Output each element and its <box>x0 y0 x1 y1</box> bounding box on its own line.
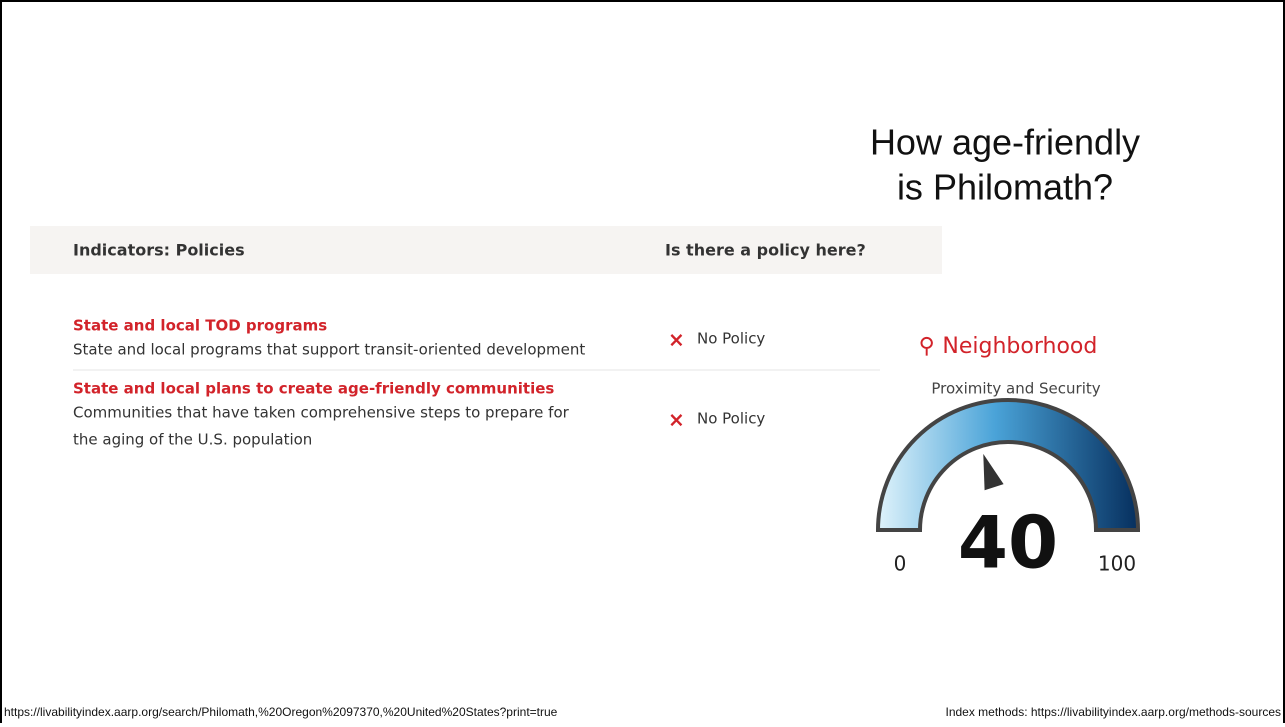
indicator-description: the aging of the U.S. population <box>73 431 312 449</box>
no-policy-icon: × <box>668 328 685 352</box>
title-line: is Philomath? <box>897 167 1113 208</box>
indicator-name: State and local plans to create age-frie… <box>73 380 554 398</box>
footer-right: Index methods: https://livabilityindex.a… <box>945 705 1281 719</box>
indicator-description: Communities that have taken comprehensiv… <box>73 404 570 422</box>
table-header <box>30 226 942 274</box>
indicator-name: State and local TOD programs <box>73 317 327 335</box>
gauge-subtitle: Proximity and Security <box>931 380 1100 398</box>
policy-status: No Policy <box>697 330 765 348</box>
gauge-title: ⚲ Neighborhood <box>919 334 1098 359</box>
header-cell: Is there a policy here? <box>665 241 866 260</box>
gauge-max: 100 <box>1098 552 1136 576</box>
gauge-arc <box>875 398 1141 532</box>
no-policy-icon: × <box>668 408 685 432</box>
header-cell: Indicators: Policies <box>73 241 245 260</box>
gauge-min: 0 <box>894 552 907 576</box>
indicator-description: State and local programs that support tr… <box>73 341 585 359</box>
policy-status: No Policy <box>697 410 765 428</box>
footer-left: https://livabilityindex.aarp.org/search/… <box>4 705 558 719</box>
gauge-value: 40 <box>958 501 1058 585</box>
gauge-needle <box>983 453 1004 491</box>
gauge-title-text: Neighborhood <box>942 334 1097 359</box>
title-line: How age-friendly <box>870 122 1140 163</box>
